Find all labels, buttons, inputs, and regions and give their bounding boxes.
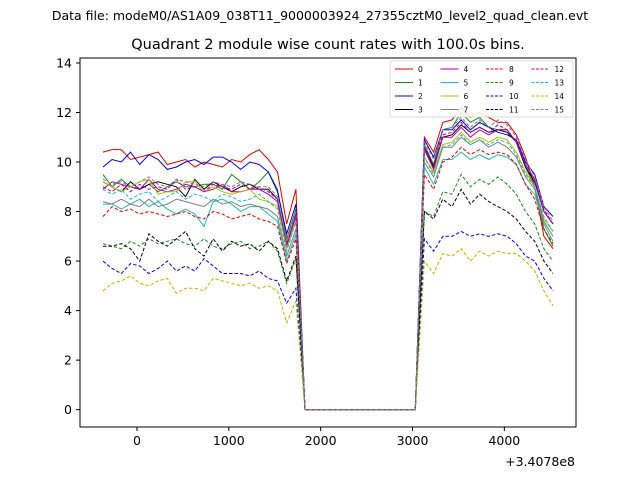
series-line-8 xyxy=(102,146,554,411)
x-offset-label: +3.4078e8 xyxy=(505,454,575,469)
legend-label-13: 13 xyxy=(555,78,565,87)
legend-label-2: 2 xyxy=(418,92,423,101)
x-tick-label: 4000 xyxy=(488,433,520,448)
legend-label-6: 6 xyxy=(464,92,469,101)
series-layer xyxy=(102,106,554,411)
figure-suptitle: Data file: modeM0/AS1A09_038T11_90000039… xyxy=(52,8,588,23)
legend-label-15: 15 xyxy=(555,105,565,114)
y-tick-label: 14 xyxy=(56,55,72,70)
y-tick-label: 6 xyxy=(64,254,72,269)
legend-label-10: 10 xyxy=(509,92,519,101)
legend-label-11: 11 xyxy=(509,105,519,114)
y-tick-label: 8 xyxy=(64,204,72,219)
legend-label-5: 5 xyxy=(464,78,469,87)
legend-label-3: 3 xyxy=(418,105,423,114)
legend-box xyxy=(389,60,574,118)
series-line-15 xyxy=(102,116,554,411)
legend-label-4: 4 xyxy=(464,65,469,74)
legend-label-8: 8 xyxy=(509,65,514,74)
x-tick-label: 2000 xyxy=(305,433,337,448)
y-axis: 0 2 4 6 8 10 12 14 xyxy=(56,55,80,417)
x-tick-label: 1000 xyxy=(213,433,245,448)
legend-label-12: 12 xyxy=(555,65,565,74)
y-tick-label: 0 xyxy=(64,402,72,417)
axes-frame xyxy=(79,57,577,428)
y-tick-label: 2 xyxy=(64,353,72,368)
legend-label-7: 7 xyxy=(464,105,469,114)
y-tick-label: 12 xyxy=(56,105,72,120)
legend-label-9: 9 xyxy=(509,78,514,87)
series-line-9 xyxy=(102,173,554,411)
x-axis: 0 1000 2000 3000 4000 xyxy=(133,427,520,448)
y-tick-label: 4 xyxy=(64,303,72,318)
y-tick-label: 10 xyxy=(56,155,72,170)
legend-label-1: 1 xyxy=(418,78,423,87)
chart-title: Quadrant 2 module wise count rates with … xyxy=(131,37,525,53)
x-tick-label: 3000 xyxy=(397,433,429,448)
legend-label-14: 14 xyxy=(555,92,565,101)
legend-label-0: 0 xyxy=(418,65,423,74)
x-tick-label: 0 xyxy=(133,433,141,448)
